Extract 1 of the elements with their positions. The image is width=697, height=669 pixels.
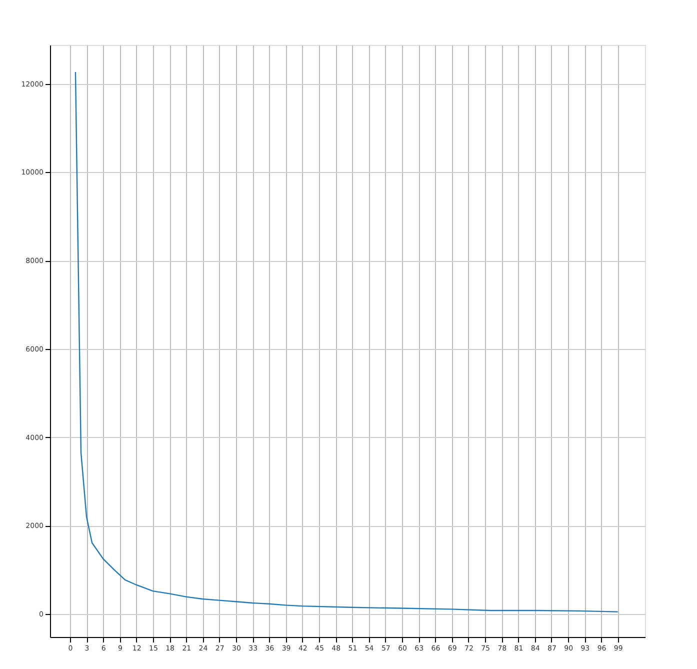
- line-series: [74, 71, 618, 612]
